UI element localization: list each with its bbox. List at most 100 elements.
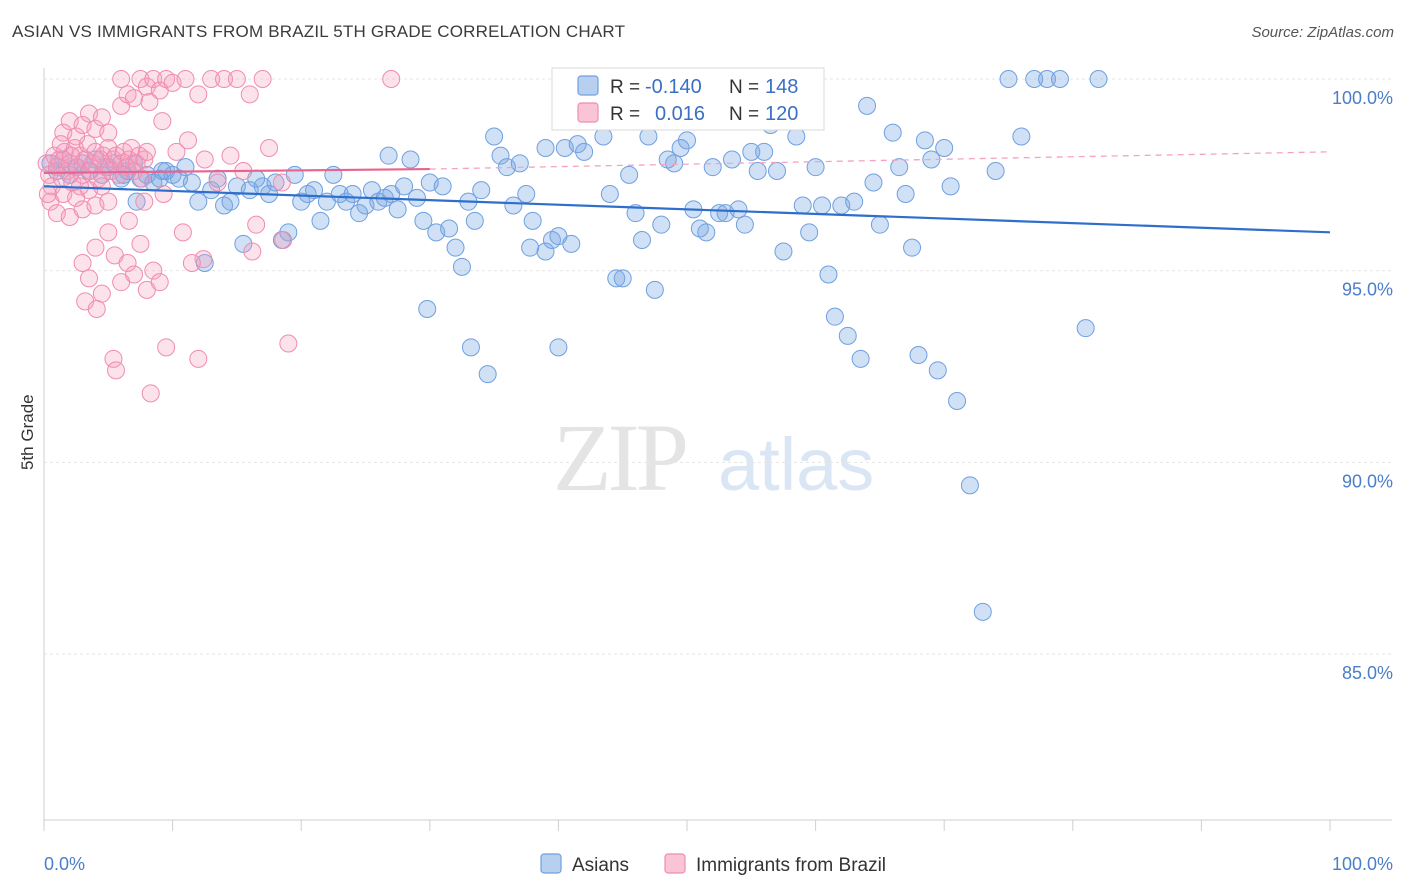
point-asian-116	[864, 173, 883, 192]
point-brazil-28	[109, 165, 128, 184]
point-asian-31	[266, 173, 285, 192]
point-asian-123	[915, 131, 934, 150]
point-asian-154	[170, 169, 189, 188]
point-asian-144	[440, 219, 459, 238]
point-brazil-112	[182, 254, 201, 272]
point-brazil-71	[227, 70, 246, 88]
point-asian-63	[510, 154, 529, 173]
point-brazil-107	[279, 334, 298, 353]
point-brazil-74	[382, 70, 401, 88]
point-asian-125	[928, 361, 947, 380]
point-asian-117	[870, 215, 889, 234]
legend-r-label-2: R =	[610, 104, 640, 125]
point-asian-74	[594, 127, 613, 146]
point-asian-70	[562, 234, 581, 253]
point-asian-132	[999, 70, 1018, 88]
bottom-legend-swatch-brazil	[664, 853, 686, 874]
point-asian-50	[414, 211, 433, 230]
point-asian-115	[858, 96, 877, 115]
point-brazil-90	[92, 284, 111, 303]
point-asian-64	[517, 185, 536, 203]
point-brazil-106	[189, 349, 208, 368]
point-asian-96	[735, 215, 754, 234]
point-brazil-88	[80, 269, 99, 288]
point-brazil-85	[260, 139, 279, 157]
point-asian-101	[768, 162, 787, 180]
point-asian-34	[292, 192, 311, 211]
series-legend: Asians Immigrants from Brazil	[540, 853, 886, 876]
point-asian-77	[613, 269, 632, 288]
point-asian-106	[800, 223, 819, 242]
point-asian-114	[851, 349, 870, 368]
point-brazil-56	[92, 108, 111, 127]
point-asian-57	[465, 211, 484, 230]
point-asian-79	[626, 204, 645, 223]
point-asian-102	[774, 242, 793, 261]
point-asian-128	[948, 392, 967, 410]
point-brazil-108	[194, 250, 213, 269]
point-brazil-104	[141, 384, 160, 403]
legend-n-label: N =	[729, 77, 759, 98]
point-brazil-84	[247, 215, 266, 234]
legend-r-value-asians: -0.140	[645, 76, 702, 98]
point-asian-98	[748, 162, 767, 180]
x-tick-label-min: 0.0%	[44, 854, 85, 874]
point-asian-118	[883, 123, 902, 142]
bottom-legend-label-asians: Asians	[572, 855, 629, 876]
series-brazil	[37, 70, 401, 403]
point-asian-147	[350, 204, 369, 223]
point-asian-92	[710, 204, 729, 223]
point-asian-146	[379, 146, 398, 165]
axes	[43, 68, 1392, 831]
legend-swatch-brazil	[577, 102, 599, 123]
watermark: ZIP atlas	[553, 404, 874, 511]
point-asian-62	[504, 196, 523, 215]
point-brazil-37	[132, 169, 151, 188]
legend-n-label-2: N =	[729, 104, 759, 125]
point-brazil-60	[125, 89, 144, 108]
point-asian-131	[986, 162, 1005, 180]
point-asian-78	[620, 165, 639, 184]
point-asian-38	[330, 185, 349, 203]
point-asian-91	[703, 158, 722, 177]
point-asian-143	[521, 238, 540, 257]
point-brazil-105	[157, 338, 176, 357]
point-asian-137	[1076, 319, 1095, 338]
y-tick-label-2: 90.0%	[1342, 471, 1393, 491]
legend-swatch-asians	[577, 75, 599, 96]
tick-labels: 100.0% 95.0% 90.0% 85.0% 0.0% 100.0%	[44, 88, 1393, 874]
point-asian-110	[825, 307, 844, 326]
x-tick-label-max: 100.0%	[1332, 854, 1393, 874]
point-asian-58	[472, 181, 491, 200]
point-asian-105	[793, 196, 812, 215]
point-brazil-87	[73, 254, 92, 272]
correlation-legend: R = -0.140 N = 148 R = 0.016 N = 120	[551, 67, 825, 131]
point-brazil-48	[92, 177, 111, 196]
point-asian-152	[221, 192, 240, 211]
chart-title: ASIAN VS IMMIGRANTS FROM BRAZIL 5TH GRAD…	[12, 22, 626, 41]
point-asian-134	[1025, 70, 1044, 88]
point-brazil-39	[137, 142, 156, 161]
point-brazil-113	[119, 211, 138, 230]
point-asian-23	[202, 181, 221, 200]
point-asian-94	[723, 150, 742, 169]
point-asian-141	[549, 338, 568, 357]
point-asian-60	[491, 146, 510, 165]
point-brazil-73	[253, 70, 272, 88]
point-brazil-81	[208, 173, 227, 192]
point-brazil-52	[67, 127, 86, 146]
point-asian-120	[896, 185, 915, 203]
point-asian-130	[973, 602, 992, 621]
point-brazil-77	[153, 112, 172, 131]
point-asian-104	[787, 127, 806, 146]
point-asian-80	[632, 231, 651, 249]
point-brazil-96	[131, 234, 150, 253]
point-asian-66	[536, 242, 555, 261]
point-asian-86	[671, 139, 690, 157]
trend-lines	[43, 151, 1331, 234]
point-brazil-119	[62, 146, 81, 165]
point-asian-133	[1012, 127, 1031, 146]
point-asian-95	[729, 200, 748, 219]
point-asian-97	[742, 142, 761, 161]
point-asian-126	[935, 139, 954, 157]
